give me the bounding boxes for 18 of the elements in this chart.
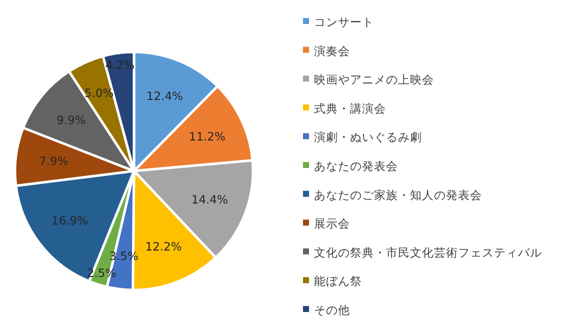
legend-label: 映画やアニメの上映会	[314, 72, 434, 87]
data-label: 11.2%	[188, 129, 226, 144]
legend-label: 演奏会	[314, 44, 350, 58]
data-label: 7.9%	[39, 154, 68, 168]
data-label: 14.4%	[191, 192, 228, 207]
data-label: 9.9%	[56, 112, 86, 127]
legend-label: コンサート	[314, 15, 374, 29]
legend-label: 展示会	[314, 216, 350, 231]
data-label: 12.4%	[146, 89, 184, 104]
legend-label: 演劇・ぬいぐるみ劇	[314, 130, 422, 144]
data-label: 12.2%	[145, 239, 182, 254]
legend-label: あなたのご家族・知人の発表会	[314, 188, 482, 202]
legend-label: その他	[314, 303, 350, 317]
legend-label: 能ぼん祭	[314, 274, 362, 288]
data-label: 16.9%	[52, 213, 88, 228]
legend-label: 式典・講演会	[314, 101, 386, 116]
legend-label: 文化の祭典・市民文化芸術フェスティバル	[314, 245, 542, 260]
legend-label: あなたの発表会	[314, 159, 398, 173]
